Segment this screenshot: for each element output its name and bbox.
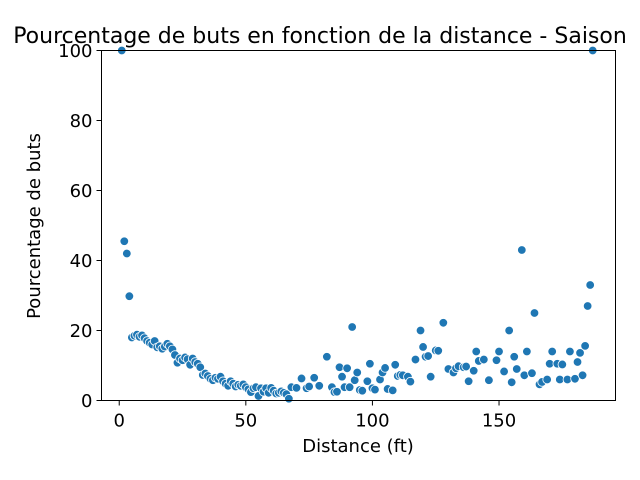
data-point xyxy=(342,363,352,374)
data-point xyxy=(565,346,575,357)
data-point xyxy=(122,248,132,259)
data-point xyxy=(512,364,522,374)
y-tick-label: 40 xyxy=(70,251,93,272)
data-point xyxy=(461,361,471,372)
data-point xyxy=(352,367,362,378)
data-point xyxy=(570,374,580,384)
data-point xyxy=(471,346,481,357)
data-point xyxy=(499,366,509,377)
data-point xyxy=(337,372,347,382)
data-point xyxy=(580,341,590,351)
x-tick-label: 50 xyxy=(234,411,257,432)
data-point xyxy=(517,245,527,255)
data-point xyxy=(410,354,421,365)
data-point xyxy=(296,373,307,384)
data-point xyxy=(469,366,479,376)
data-point xyxy=(423,351,433,361)
y-tick-label: 80 xyxy=(70,111,93,132)
data-point xyxy=(575,348,585,358)
data-point xyxy=(529,308,540,318)
data-point xyxy=(425,372,436,382)
data-point xyxy=(463,376,474,386)
data-point xyxy=(522,346,532,357)
data-point xyxy=(322,352,332,362)
data-point xyxy=(577,370,588,381)
data-point xyxy=(334,362,345,372)
data-point xyxy=(405,376,416,387)
data-point xyxy=(557,359,568,370)
data-point xyxy=(304,381,314,392)
data-point xyxy=(362,376,373,386)
data-point xyxy=(350,375,360,385)
data-point xyxy=(370,384,380,395)
data-point xyxy=(527,368,537,378)
data-point xyxy=(504,325,514,336)
x-tick-label: 150 xyxy=(482,411,516,432)
data-point xyxy=(124,291,135,301)
x-tick-label: 100 xyxy=(355,411,389,432)
data-point xyxy=(332,387,342,397)
data-point xyxy=(494,346,504,357)
y-tick-label: 100 xyxy=(58,41,92,62)
data-point xyxy=(119,236,129,246)
x-tick-label: 0 xyxy=(113,411,124,432)
data-point xyxy=(418,342,428,352)
data-point xyxy=(479,354,489,365)
data-point xyxy=(438,318,449,328)
data-point xyxy=(415,325,426,336)
data-point xyxy=(542,374,552,385)
data-point xyxy=(547,346,557,357)
data-point xyxy=(484,375,494,385)
chart-title: Pourcentage de buts en fonction de la di… xyxy=(13,24,627,49)
data-point xyxy=(291,383,302,393)
data-point xyxy=(433,346,443,356)
data-point xyxy=(582,301,593,311)
data-point xyxy=(491,355,502,365)
y-tick-label: 60 xyxy=(70,181,93,202)
data-point xyxy=(387,385,398,396)
data-point xyxy=(344,382,355,392)
y-axis-label: Pourcentage de buts xyxy=(24,133,45,319)
data-points xyxy=(117,45,598,404)
x-axis-ticks: 0 50 100 150 xyxy=(113,400,516,432)
data-point xyxy=(390,360,400,370)
y-axis-ticks: 0 20 40 60 80 100 xyxy=(58,41,102,412)
x-axis-label: Distance (ft) xyxy=(302,436,414,457)
data-point xyxy=(365,359,375,369)
data-point xyxy=(314,381,324,391)
data-point xyxy=(284,394,294,404)
y-tick-label: 20 xyxy=(70,321,93,342)
data-point xyxy=(309,373,319,383)
data-point xyxy=(509,352,519,362)
y-tick-label: 0 xyxy=(81,391,92,412)
data-point xyxy=(572,357,583,367)
data-point xyxy=(357,386,368,396)
data-point xyxy=(506,377,517,388)
data-point xyxy=(347,322,357,332)
data-point xyxy=(585,280,595,290)
data-point xyxy=(380,363,390,373)
plot-frame xyxy=(101,50,616,401)
